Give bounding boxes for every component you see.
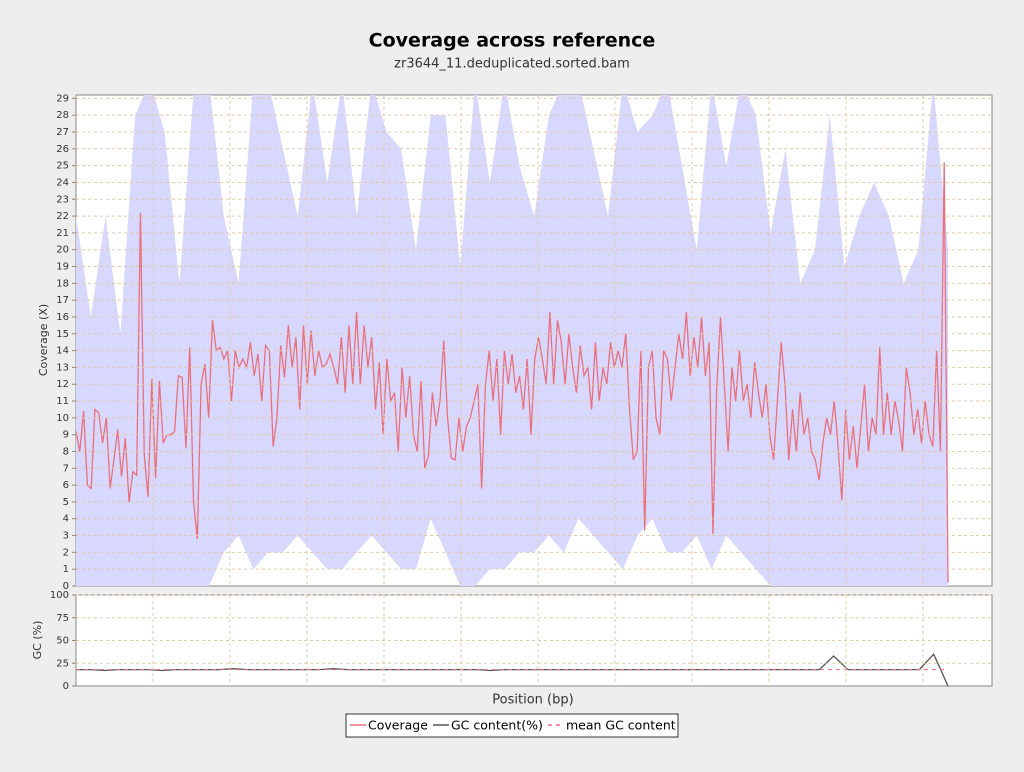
y-tick-label: 27: [56, 127, 69, 138]
y-tick-label: 2: [63, 547, 69, 558]
y-tick-label: 18: [56, 278, 69, 289]
y-tick-label: 0: [63, 581, 69, 592]
y-tick-label: 8: [63, 446, 69, 457]
y-tick-label: 100: [50, 590, 69, 601]
y-tick-label: 0: [63, 681, 69, 692]
y-tick-label: 7: [63, 463, 69, 474]
legend-label: mean GC content: [566, 718, 676, 733]
y-tick-label: 20: [56, 245, 69, 256]
y-tick-label: 75: [56, 613, 69, 624]
y-tick-label: 5: [63, 497, 69, 508]
y-tick-label: 17: [56, 295, 69, 306]
y-tick-label: 22: [56, 211, 69, 222]
y-tick-label: 26: [56, 144, 69, 155]
y-tick-label: 14: [56, 346, 69, 357]
x-axis-label: Position (bp): [492, 693, 573, 708]
y-tick-label: 16: [56, 312, 69, 323]
y-tick-label: 19: [56, 262, 69, 273]
y-tick-label: 12: [56, 379, 69, 390]
y-tick-label: 23: [56, 194, 69, 205]
legend-label: Coverage: [368, 718, 428, 733]
y-tick-label: 25: [56, 161, 69, 172]
y-tick-label: 11: [56, 396, 69, 407]
y-tick-label: 29: [56, 93, 69, 104]
chart-subtitle: zr3644_11.deduplicated.sorted.bam: [394, 57, 630, 72]
chart-title: Coverage across reference: [369, 30, 656, 52]
y-tick-label: 28: [56, 110, 69, 121]
y-tick-label: 15: [56, 329, 69, 340]
legend: [345, 713, 679, 738]
legend-label: GC content(%): [451, 718, 543, 733]
gc-layer: [76, 652, 949, 686]
y-tick-label: 3: [63, 531, 69, 542]
y-tick-label: 6: [63, 480, 69, 491]
y-tick-label: 4: [63, 514, 69, 525]
gc-axis-label: GC (%): [31, 621, 44, 660]
y-tick-label: 24: [56, 177, 69, 188]
y-tick-label: 9: [63, 430, 69, 441]
coverage-band: [76, 95, 948, 586]
y-tick-label: 13: [56, 362, 69, 373]
coverage-layer: [76, 95, 949, 586]
y-axis-label: Coverage (X): [37, 304, 50, 376]
y-tick-label: 50: [56, 636, 69, 647]
y-tick-label: 25: [56, 658, 69, 669]
series-line: [76, 162, 949, 583]
y-tick-label: 10: [56, 413, 69, 424]
y-tick-label: 1: [63, 564, 69, 575]
y-tick-label: 21: [56, 228, 69, 239]
